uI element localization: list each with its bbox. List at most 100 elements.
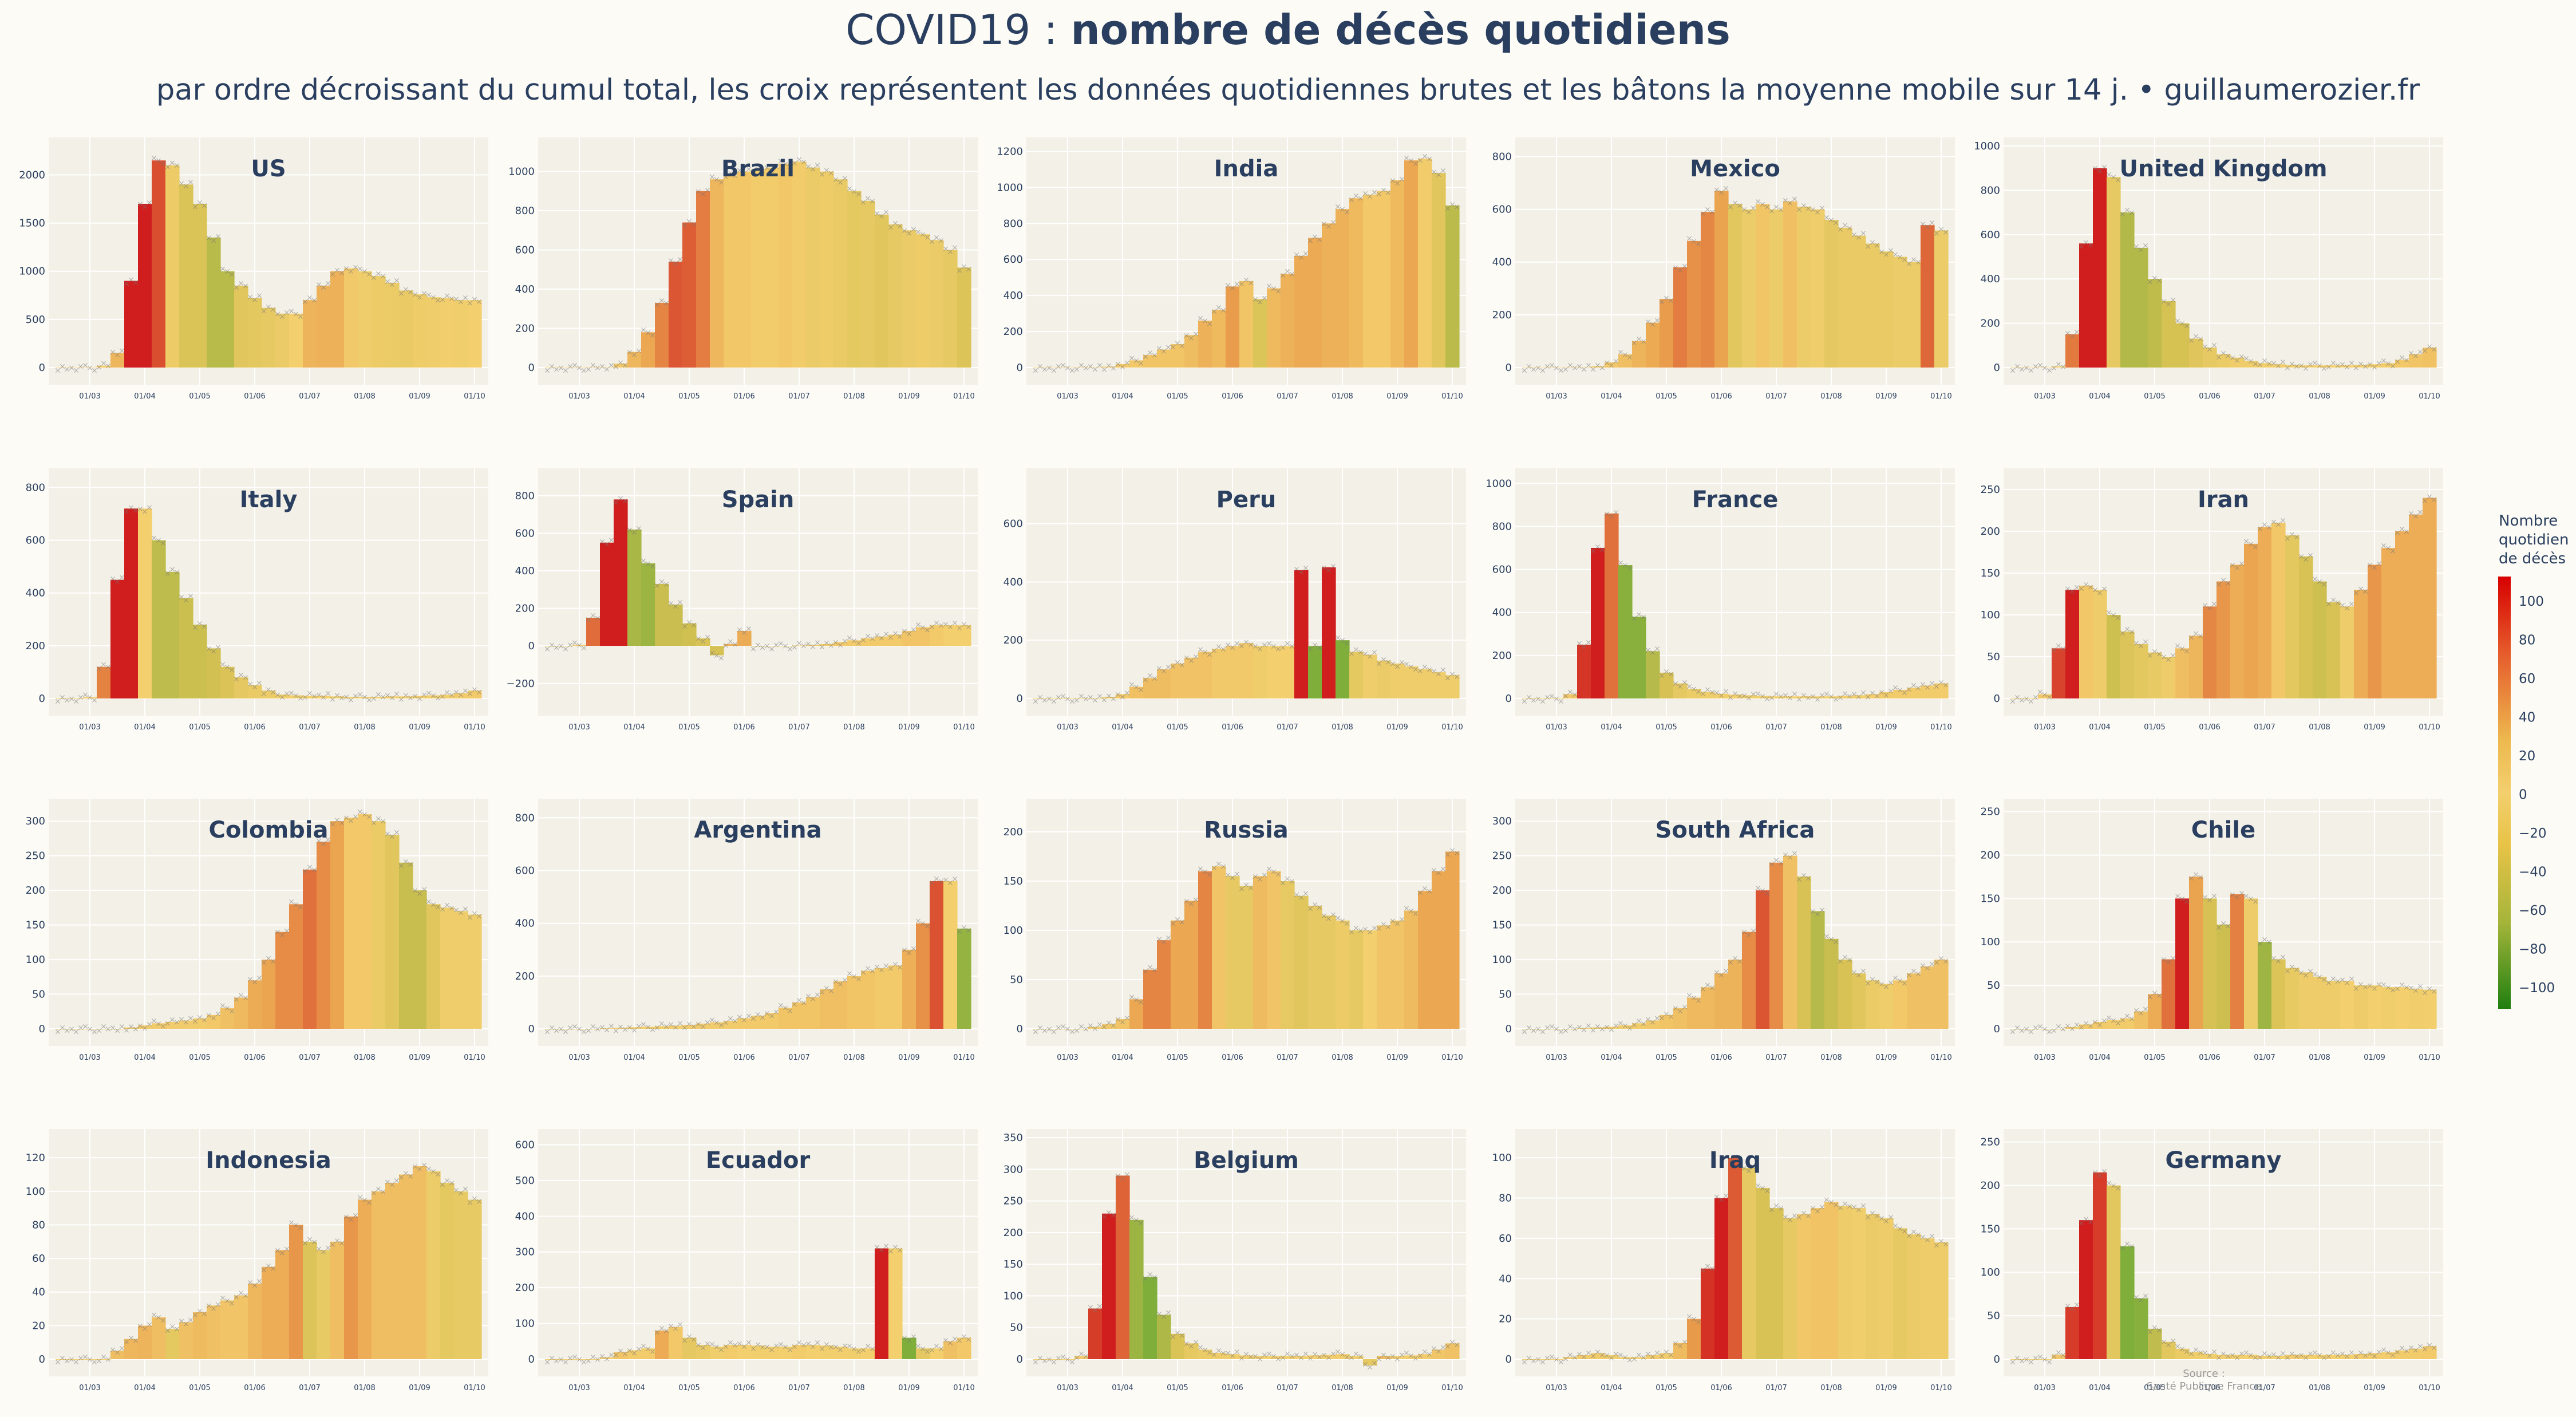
colorbar-tick-label: 0 (2519, 788, 2527, 803)
raw-data-cross: × (1082, 1025, 1089, 1034)
raw-data-cross: × (430, 691, 437, 700)
raw-data-cross: × (1170, 662, 1176, 672)
raw-data-cross: × (1431, 1344, 1437, 1353)
raw-data-cross: × (2284, 364, 2291, 373)
daily-bar (806, 1345, 820, 1359)
daily-bar (1577, 1028, 1591, 1029)
raw-data-cross: × (635, 1345, 642, 1354)
raw-data-cross: × (2192, 1345, 2199, 1355)
daily-bar (1157, 1315, 1171, 1359)
raw-data-cross: × (887, 964, 894, 973)
daily-bar (1047, 1359, 1061, 1360)
raw-data-cross: × (215, 232, 222, 242)
raw-data-cross: × (567, 362, 574, 372)
daily-bar (1336, 1354, 1350, 1359)
daily-bar (1418, 159, 1432, 368)
daily-bar (957, 625, 971, 646)
raw-data-cross: × (1344, 1353, 1350, 1362)
daily-bar (2203, 606, 2217, 698)
raw-data-cross: × (91, 366, 98, 376)
x-tick-label: 01/05 (2144, 392, 2165, 401)
y-tick-label: 100 (1492, 1152, 1512, 1164)
x-tick-label: 01/07 (788, 1384, 809, 1392)
raw-data-cross: × (640, 1020, 647, 1029)
raw-data-cross: × (347, 816, 354, 826)
raw-data-cross: × (2202, 601, 2208, 610)
x-tick-label: 01/07 (1277, 1053, 1298, 1062)
daily-bar (2189, 636, 2203, 698)
daily-bar (426, 904, 441, 1029)
raw-data-cross: × (2312, 1348, 2318, 1357)
raw-data-cross: × (2023, 1355, 2030, 1364)
raw-data-cross: × (2353, 589, 2360, 598)
daily-bar (1618, 1357, 1633, 1359)
raw-data-cross: × (1179, 661, 1186, 670)
daily-bar (1129, 360, 1144, 368)
raw-data-cross: × (1394, 179, 1401, 188)
raw-data-cross: × (1353, 1349, 1360, 1359)
raw-data-cross: × (924, 1347, 931, 1356)
raw-data-cross: × (1110, 1021, 1117, 1031)
y-tick-label: 600 (515, 244, 535, 256)
y-tick-label: 0 (1506, 362, 1512, 374)
raw-data-cross: × (1663, 1348, 1670, 1357)
raw-data-cross: × (1581, 365, 1587, 374)
daily-bar (1687, 1319, 1701, 1359)
raw-data-cross: × (1558, 366, 1564, 376)
raw-data-cross: × (421, 690, 428, 700)
raw-data-cross: × (2211, 341, 2218, 350)
raw-data-cross: × (910, 225, 917, 234)
daily-bar (1783, 1218, 1797, 1359)
raw-data-cross: × (2234, 893, 2241, 902)
raw-data-cross: × (2243, 892, 2250, 901)
daily-bar (1377, 660, 1391, 698)
raw-data-cross: × (1654, 1014, 1661, 1023)
raw-data-cross: × (736, 1013, 743, 1022)
daily-bar (179, 598, 193, 698)
raw-data-cross: × (54, 366, 61, 376)
x-tick-label: 01/04 (623, 1384, 645, 1392)
daily-bar (399, 862, 413, 1029)
raw-data-cross: × (1440, 1343, 1447, 1352)
x-tick-label: 01/09 (2364, 1053, 2385, 1062)
raw-data-cross: × (1768, 860, 1775, 869)
colorbar-title-line: de décès (2499, 550, 2566, 567)
daily-bar (1866, 980, 1880, 1029)
daily-bar (262, 960, 276, 1029)
raw-data-cross: × (924, 922, 931, 931)
raw-data-cross: × (2266, 359, 2273, 368)
daily-bar (655, 1331, 669, 1359)
raw-data-cross: × (2234, 1353, 2241, 1363)
raw-data-cross: × (613, 1027, 619, 1036)
raw-data-cross: × (1160, 938, 1167, 947)
raw-data-cross: × (2018, 365, 2025, 374)
raw-data-cross: × (2014, 362, 2021, 372)
raw-data-cross: × (302, 867, 309, 876)
raw-data-cross: × (910, 626, 917, 635)
daily-bar (152, 1317, 166, 1359)
raw-data-cross: × (1874, 1211, 1880, 1221)
raw-data-cross: × (155, 156, 162, 165)
daily-bar (1432, 871, 1446, 1029)
raw-data-cross: × (100, 359, 107, 368)
raw-data-cross: × (228, 1006, 235, 1016)
raw-data-cross: × (2028, 1358, 2034, 1367)
raw-data-cross: × (1215, 1346, 1222, 1355)
raw-data-cross: × (183, 1018, 189, 1027)
daily-bar (399, 290, 413, 368)
raw-data-cross: × (2225, 922, 2231, 931)
daily-bar (943, 881, 958, 1029)
raw-data-cross: × (187, 178, 194, 187)
raw-data-cross: × (1174, 915, 1181, 924)
raw-data-cross: × (288, 1218, 295, 1227)
y-tick-label: 600 (1492, 564, 1512, 576)
raw-data-cross: × (956, 1336, 963, 1345)
x-tick-label: 01/07 (788, 1053, 809, 1062)
daily-bar (1824, 220, 1839, 368)
raw-data-cross: × (2344, 1352, 2350, 1361)
daily-bar (193, 1312, 207, 1359)
raw-data-cross: × (1942, 681, 1949, 690)
raw-data-cross: × (851, 636, 858, 645)
raw-data-cross: × (2243, 354, 2250, 364)
